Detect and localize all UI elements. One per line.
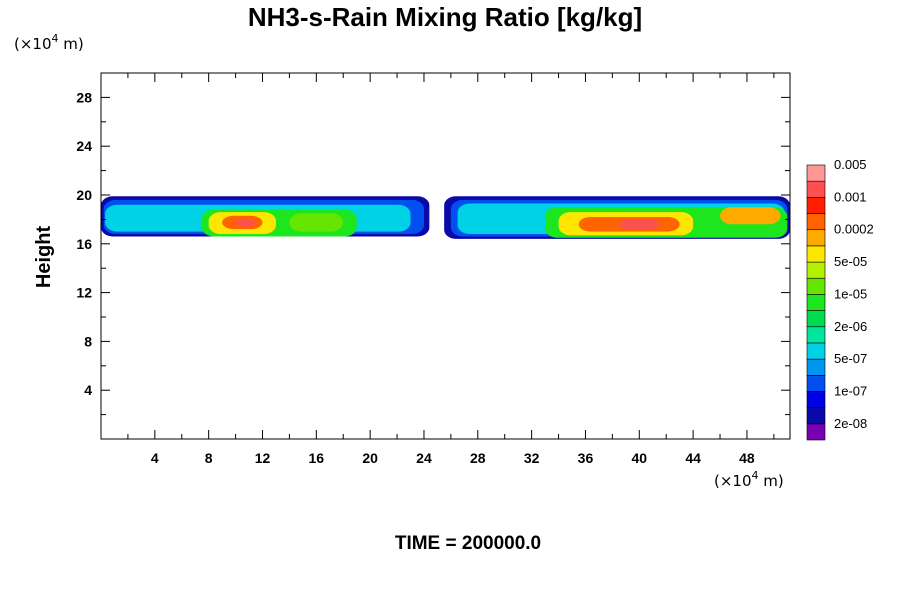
colorbar-cell [806, 197, 826, 214]
colorbar-label: 0.005 [834, 157, 867, 172]
colorbar-cell [806, 180, 826, 198]
y-tick-label: 24 [76, 138, 92, 154]
colorbar-label: 2e-06 [834, 319, 867, 334]
x-tick-label: 8 [205, 450, 213, 466]
colorbar-cell [806, 229, 826, 247]
plot-area [100, 72, 791, 440]
colorbar-cell [806, 261, 826, 279]
colorbar-cell [806, 277, 826, 295]
x-tick-label: 48 [739, 450, 755, 466]
colorbar-label: 1e-05 [834, 286, 867, 301]
x-tick-label: 40 [631, 450, 647, 466]
colorbar-cell [806, 310, 826, 328]
colorbar-label: 0.001 [834, 189, 867, 204]
colorbar-label: 1e-07 [834, 383, 867, 398]
y-tick-label: 20 [76, 187, 92, 203]
colorbar-cell [806, 245, 826, 263]
colorbar-cell [806, 294, 826, 311]
colorbar-cell [806, 164, 826, 182]
y-tick-label: 12 [76, 285, 92, 301]
colorbar-cell [806, 342, 826, 360]
colorbar: 2e-08 1e-07 5e-07 2e-06 1e-05 5e-05 0.0002 0.00… [806, 157, 874, 441]
plot-frame [100, 72, 791, 440]
colorbar-cell [806, 391, 826, 408]
x-tick-label: 24 [416, 450, 432, 466]
x-tick-label: 16 [309, 450, 325, 466]
colorbar-cell [806, 326, 826, 344]
x-axis: 4 8 12 16 20 24 28 32 36 40 44 48 [127, 73, 775, 466]
colorbar-cell [806, 358, 826, 376]
colorbar-cell [806, 213, 826, 231]
x-tick-label: 4 [151, 450, 159, 466]
y-tick-label: 16 [76, 236, 92, 252]
time-footer: TIME = 200000.0 [395, 533, 541, 554]
y-tick-label: 4 [84, 382, 92, 398]
colorbar-label: 2e-08 [834, 416, 867, 431]
y-axis-label: Height [33, 226, 55, 289]
colorbar-cell [806, 407, 826, 425]
contour-region [235, 219, 256, 227]
chart-title: NH3-s-Rain Mixing Ratio [kg/kg] [248, 2, 642, 32]
contour-layer [101, 196, 790, 239]
x-tick-label: 44 [685, 450, 701, 466]
x-tick-label: 28 [470, 450, 486, 466]
y-unit-label: (×104 m) [14, 32, 84, 53]
x-tick-label: 32 [524, 450, 540, 466]
contour-region [289, 213, 344, 232]
y-tick-label: 28 [76, 89, 92, 105]
colorbar-label: 5e-05 [834, 254, 867, 269]
colorbar-label: 0.0002 [834, 222, 874, 237]
x-unit-label: (×104 m) [714, 469, 784, 490]
x-tick-label: 20 [362, 450, 378, 466]
colorbar-cell [806, 374, 826, 392]
contour-region [720, 207, 781, 225]
contour-region [619, 219, 660, 230]
x-tick-label: 12 [255, 450, 271, 466]
x-tick-label: 36 [578, 450, 594, 466]
y-axis: 4 8 12 16 20 24 28 [76, 89, 790, 416]
colorbar-label: 5e-07 [834, 351, 867, 366]
colorbar-cell [806, 423, 826, 441]
y-tick-label: 8 [84, 333, 92, 349]
